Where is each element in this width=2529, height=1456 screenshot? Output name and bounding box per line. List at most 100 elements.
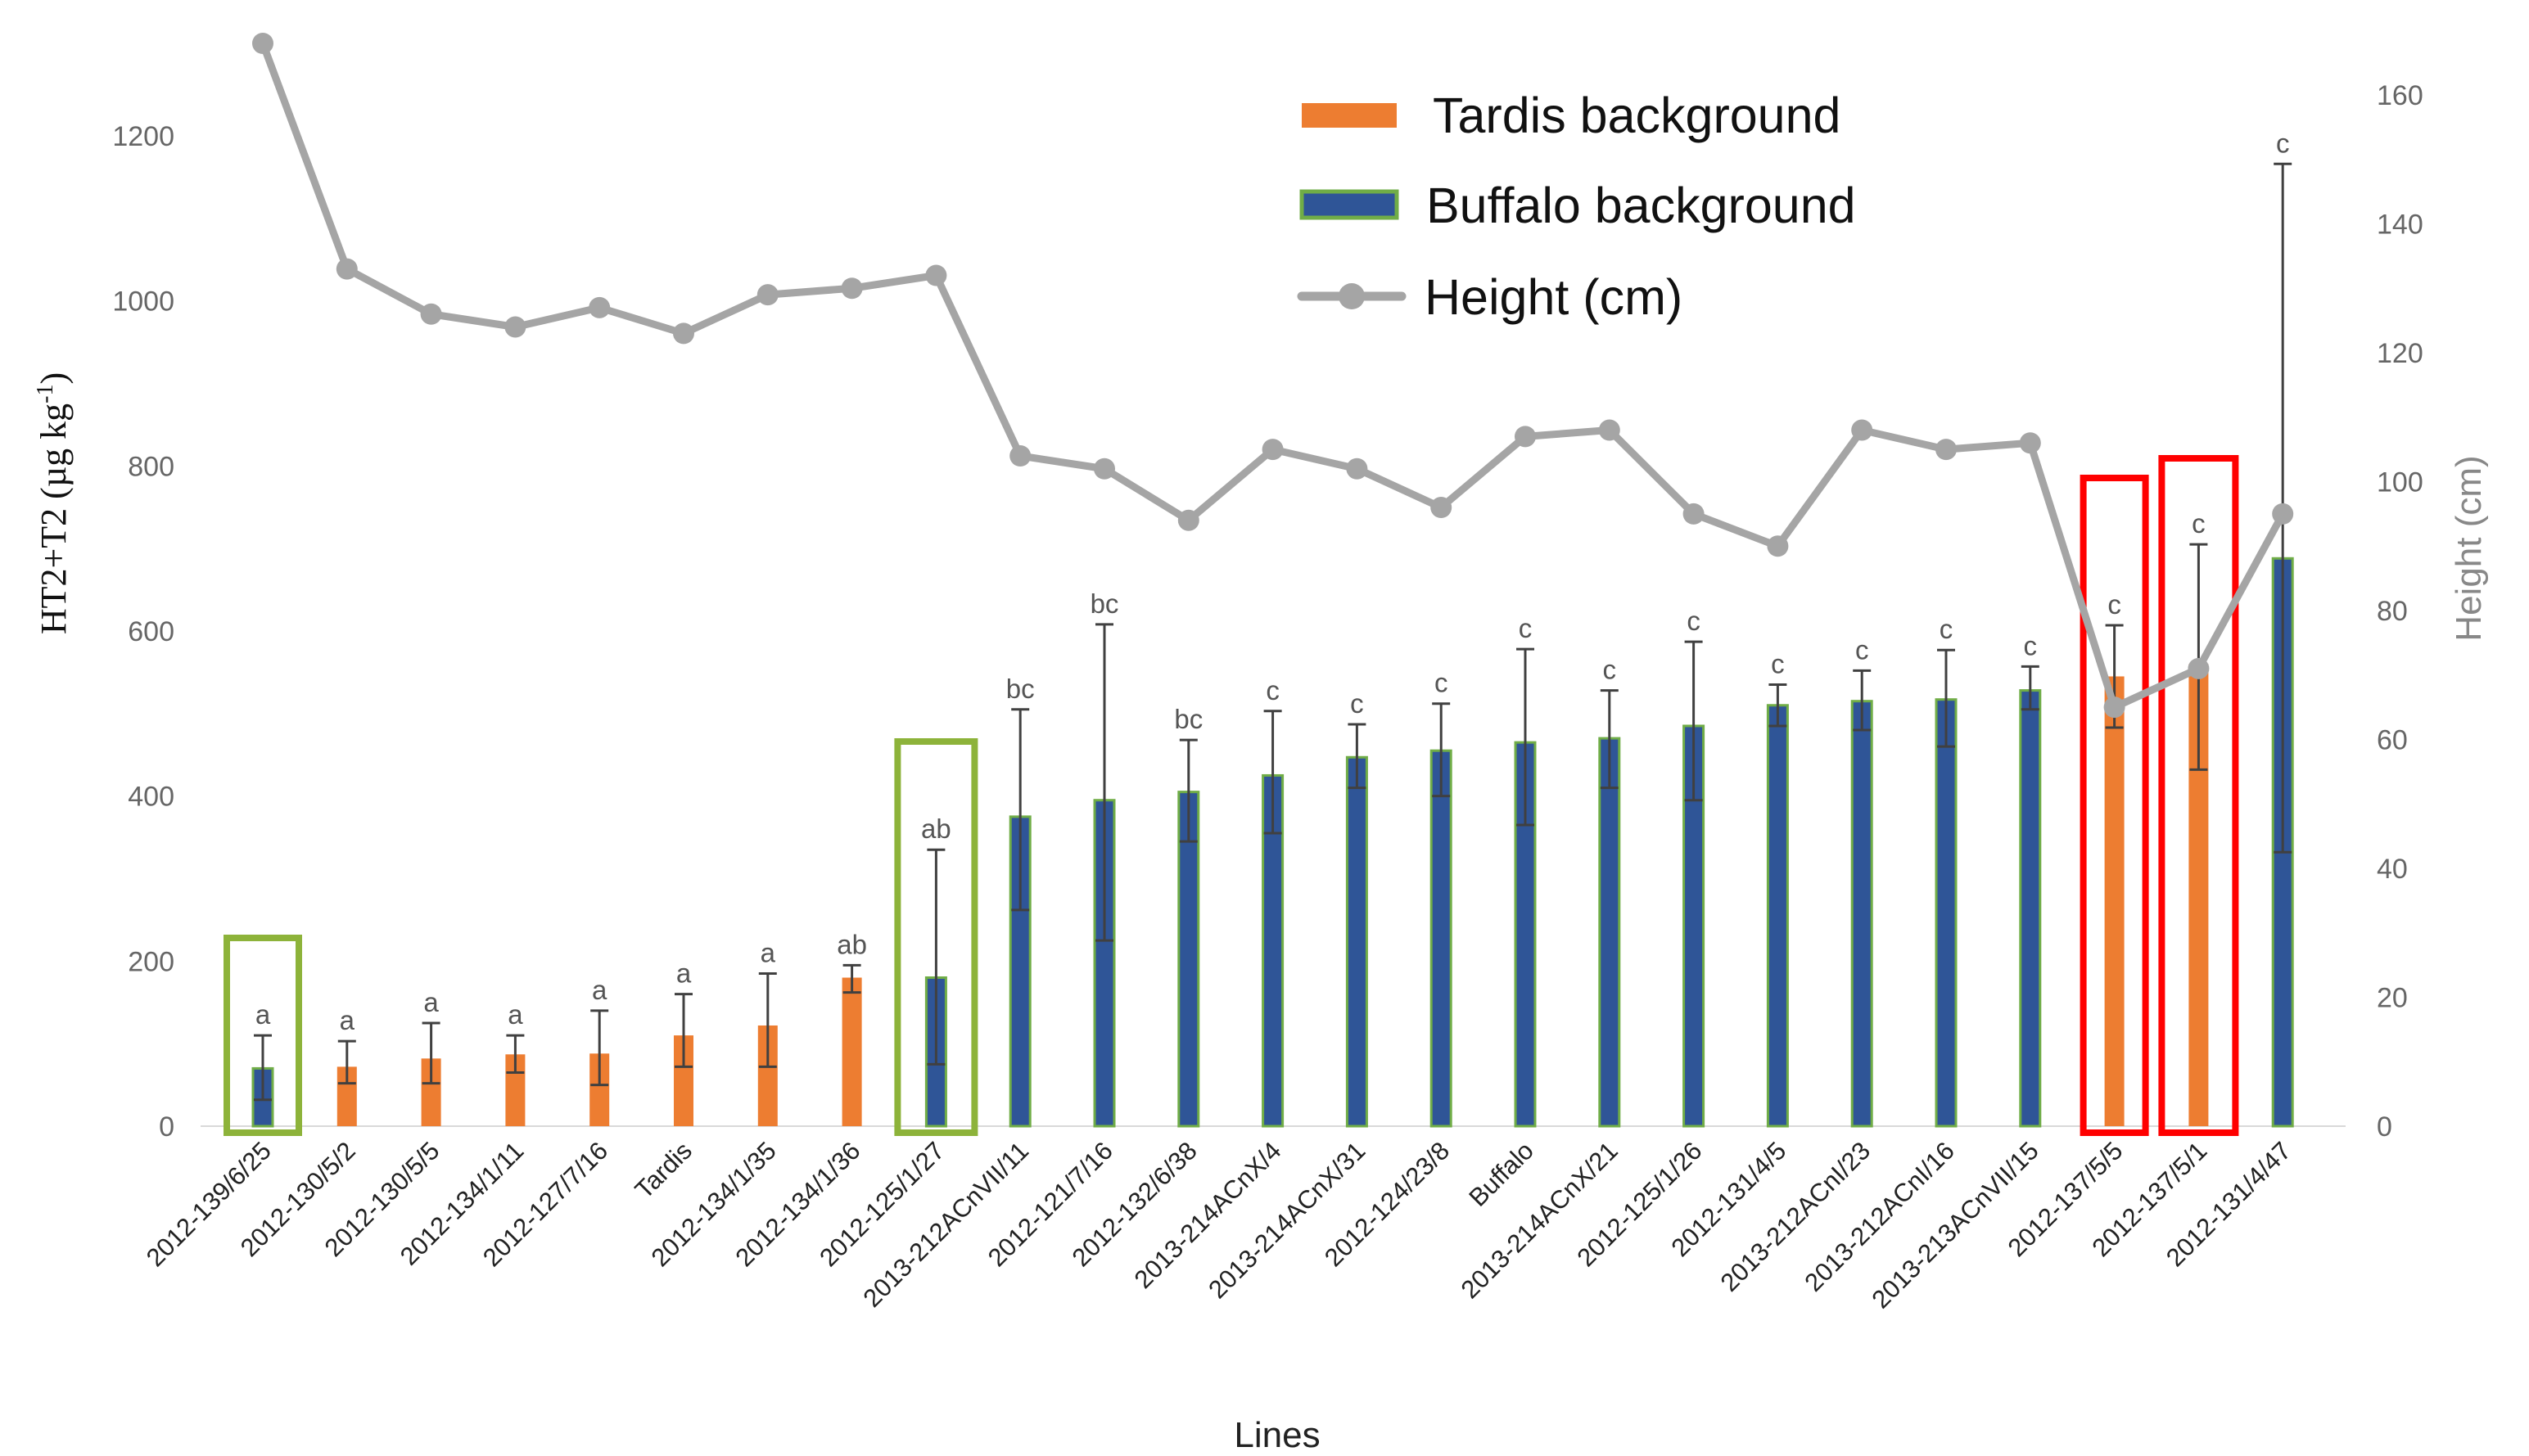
significance-label: c: [1855, 634, 1869, 665]
significance-label: a: [761, 937, 776, 967]
bar: [1429, 749, 1452, 1128]
y2-tick-label: 100: [2377, 467, 2423, 498]
x-tick-label: Tardis: [630, 1136, 698, 1204]
y-tick-label: 400: [128, 782, 174, 813]
y2-tick-label: 0: [2377, 1111, 2392, 1143]
legend-label-height: Height (cm): [1425, 269, 1682, 325]
height-point: [1094, 458, 1115, 480]
y2-tick-label: 40: [2377, 854, 2408, 885]
significance-label: c: [1771, 649, 1785, 679]
legend-marker-height: [1339, 283, 1365, 309]
x-tick-label: Buffalo: [1463, 1136, 1539, 1212]
y2-tick-label: 80: [2377, 596, 2408, 627]
bar: [2019, 689, 2042, 1128]
y2-tick-label: 120: [2377, 338, 2423, 369]
height-point: [2103, 696, 2125, 719]
significance-label: c: [1266, 675, 1280, 705]
bar: [1850, 700, 1873, 1128]
significance-label: c: [2107, 589, 2121, 620]
x-tick-label: 2013-214ACnX/21: [1456, 1136, 1624, 1304]
height-point: [1262, 439, 1284, 461]
height-point: [1009, 445, 1032, 467]
y-tick-label: 800: [128, 451, 174, 482]
y2-tick-label: 140: [2377, 210, 2423, 241]
height-point: [2019, 432, 2041, 454]
x-tick-label: 2013-214ACnX/4: [1129, 1136, 1287, 1294]
height-point: [504, 316, 526, 338]
height-point: [420, 303, 442, 325]
significance-label: bc: [1174, 704, 1203, 734]
y2-tick-label: 20: [2377, 983, 2408, 1014]
significance-label: ab: [921, 814, 951, 844]
bar: [1935, 698, 1958, 1128]
y-axis-title-tail: ): [34, 372, 74, 385]
y-tick-label: 600: [128, 616, 174, 647]
y2-tick-label: 60: [2377, 725, 2408, 756]
significance-label: a: [340, 1005, 355, 1035]
bar: [1009, 815, 1032, 1128]
y-axis-title-main: HT2+T2 (µg kg: [34, 403, 74, 634]
significance-label: c: [1434, 668, 1448, 698]
height-point: [336, 258, 358, 280]
height-point: [756, 284, 779, 306]
height-point: [1346, 458, 1368, 480]
y-tick-label: 200: [128, 946, 174, 977]
significance-label: c: [1687, 606, 1700, 636]
bar-layer: [251, 557, 2294, 1128]
height-point: [1682, 503, 1705, 525]
significance-label: c: [2024, 630, 2038, 660]
legend-swatch-buffalo: [1299, 189, 1399, 220]
highlight-box-red: [2158, 455, 2239, 1136]
height-point: [2272, 503, 2294, 525]
height-point: [1851, 419, 1873, 441]
highlight-box-green: [894, 738, 978, 1136]
legend-label-buffalo: Buffalo background: [1426, 178, 1856, 233]
significance-label: c: [2192, 508, 2206, 539]
height-point: [1515, 426, 1536, 448]
significance-label: c: [1603, 655, 1617, 685]
significance-label: a: [508, 999, 523, 1030]
highlight-box-red: [2080, 475, 2149, 1136]
x-tick-label: 2013-212ACnVII/11: [857, 1136, 1034, 1313]
height-point: [1767, 535, 1789, 557]
height-point: [1598, 419, 1620, 441]
highlight-box-green: [224, 935, 302, 1136]
significance-label: bc: [1091, 588, 1119, 619]
significance-label: a: [423, 987, 439, 1017]
height-line: [259, 39, 2287, 711]
height-point: [1430, 497, 1452, 518]
x-tick-label: 2013-214ACnX/31: [1203, 1136, 1371, 1304]
label-layer: a a a a a a a ab ab bc bc bc c c c c c c c c c c c c c: [255, 128, 2290, 1035]
height-point: [841, 277, 863, 300]
bar: [1766, 704, 1789, 1128]
y-axis-title: HT2+T2 (µg kg-1): [33, 372, 74, 634]
height-point: [673, 322, 694, 345]
legend-label-tardis: Tardis background: [1433, 88, 1840, 143]
significance-label: c: [2276, 128, 2290, 158]
y-tick-label: 0: [159, 1111, 174, 1143]
significance-label: a: [592, 975, 607, 1005]
height-point: [589, 296, 611, 318]
y-tick-label: 1000: [112, 286, 174, 318]
y-tick-label: 1200: [112, 121, 174, 152]
bar: [1177, 791, 1200, 1128]
x-axis-title: Lines: [1234, 1415, 1320, 1455]
legend: Tardis background Buffalo background Heigh…: [1297, 88, 1856, 325]
height-point: [1935, 439, 1957, 461]
height-point: [1177, 509, 1199, 531]
bar: [1598, 737, 1621, 1128]
significance-label: c: [1519, 613, 1533, 643]
significance-label: ab: [837, 929, 867, 959]
y2-tick-label: 160: [2377, 80, 2423, 111]
y-axis-title-superscript: -1: [33, 384, 58, 403]
height-point: [925, 264, 947, 286]
bar: [2104, 676, 2125, 1126]
significance-label: bc: [1006, 674, 1035, 704]
height-point: [252, 33, 273, 54]
significance-label: a: [676, 958, 692, 989]
y2-axis-title: Height (cm): [2449, 455, 2489, 641]
x-tick-label: 2013-213ACnVII/15: [1866, 1136, 2044, 1314]
significance-label: a: [255, 999, 271, 1030]
x-tick-label: 2013-212ACnI/23: [1715, 1136, 1876, 1297]
significance-label: c: [1350, 688, 1364, 719]
